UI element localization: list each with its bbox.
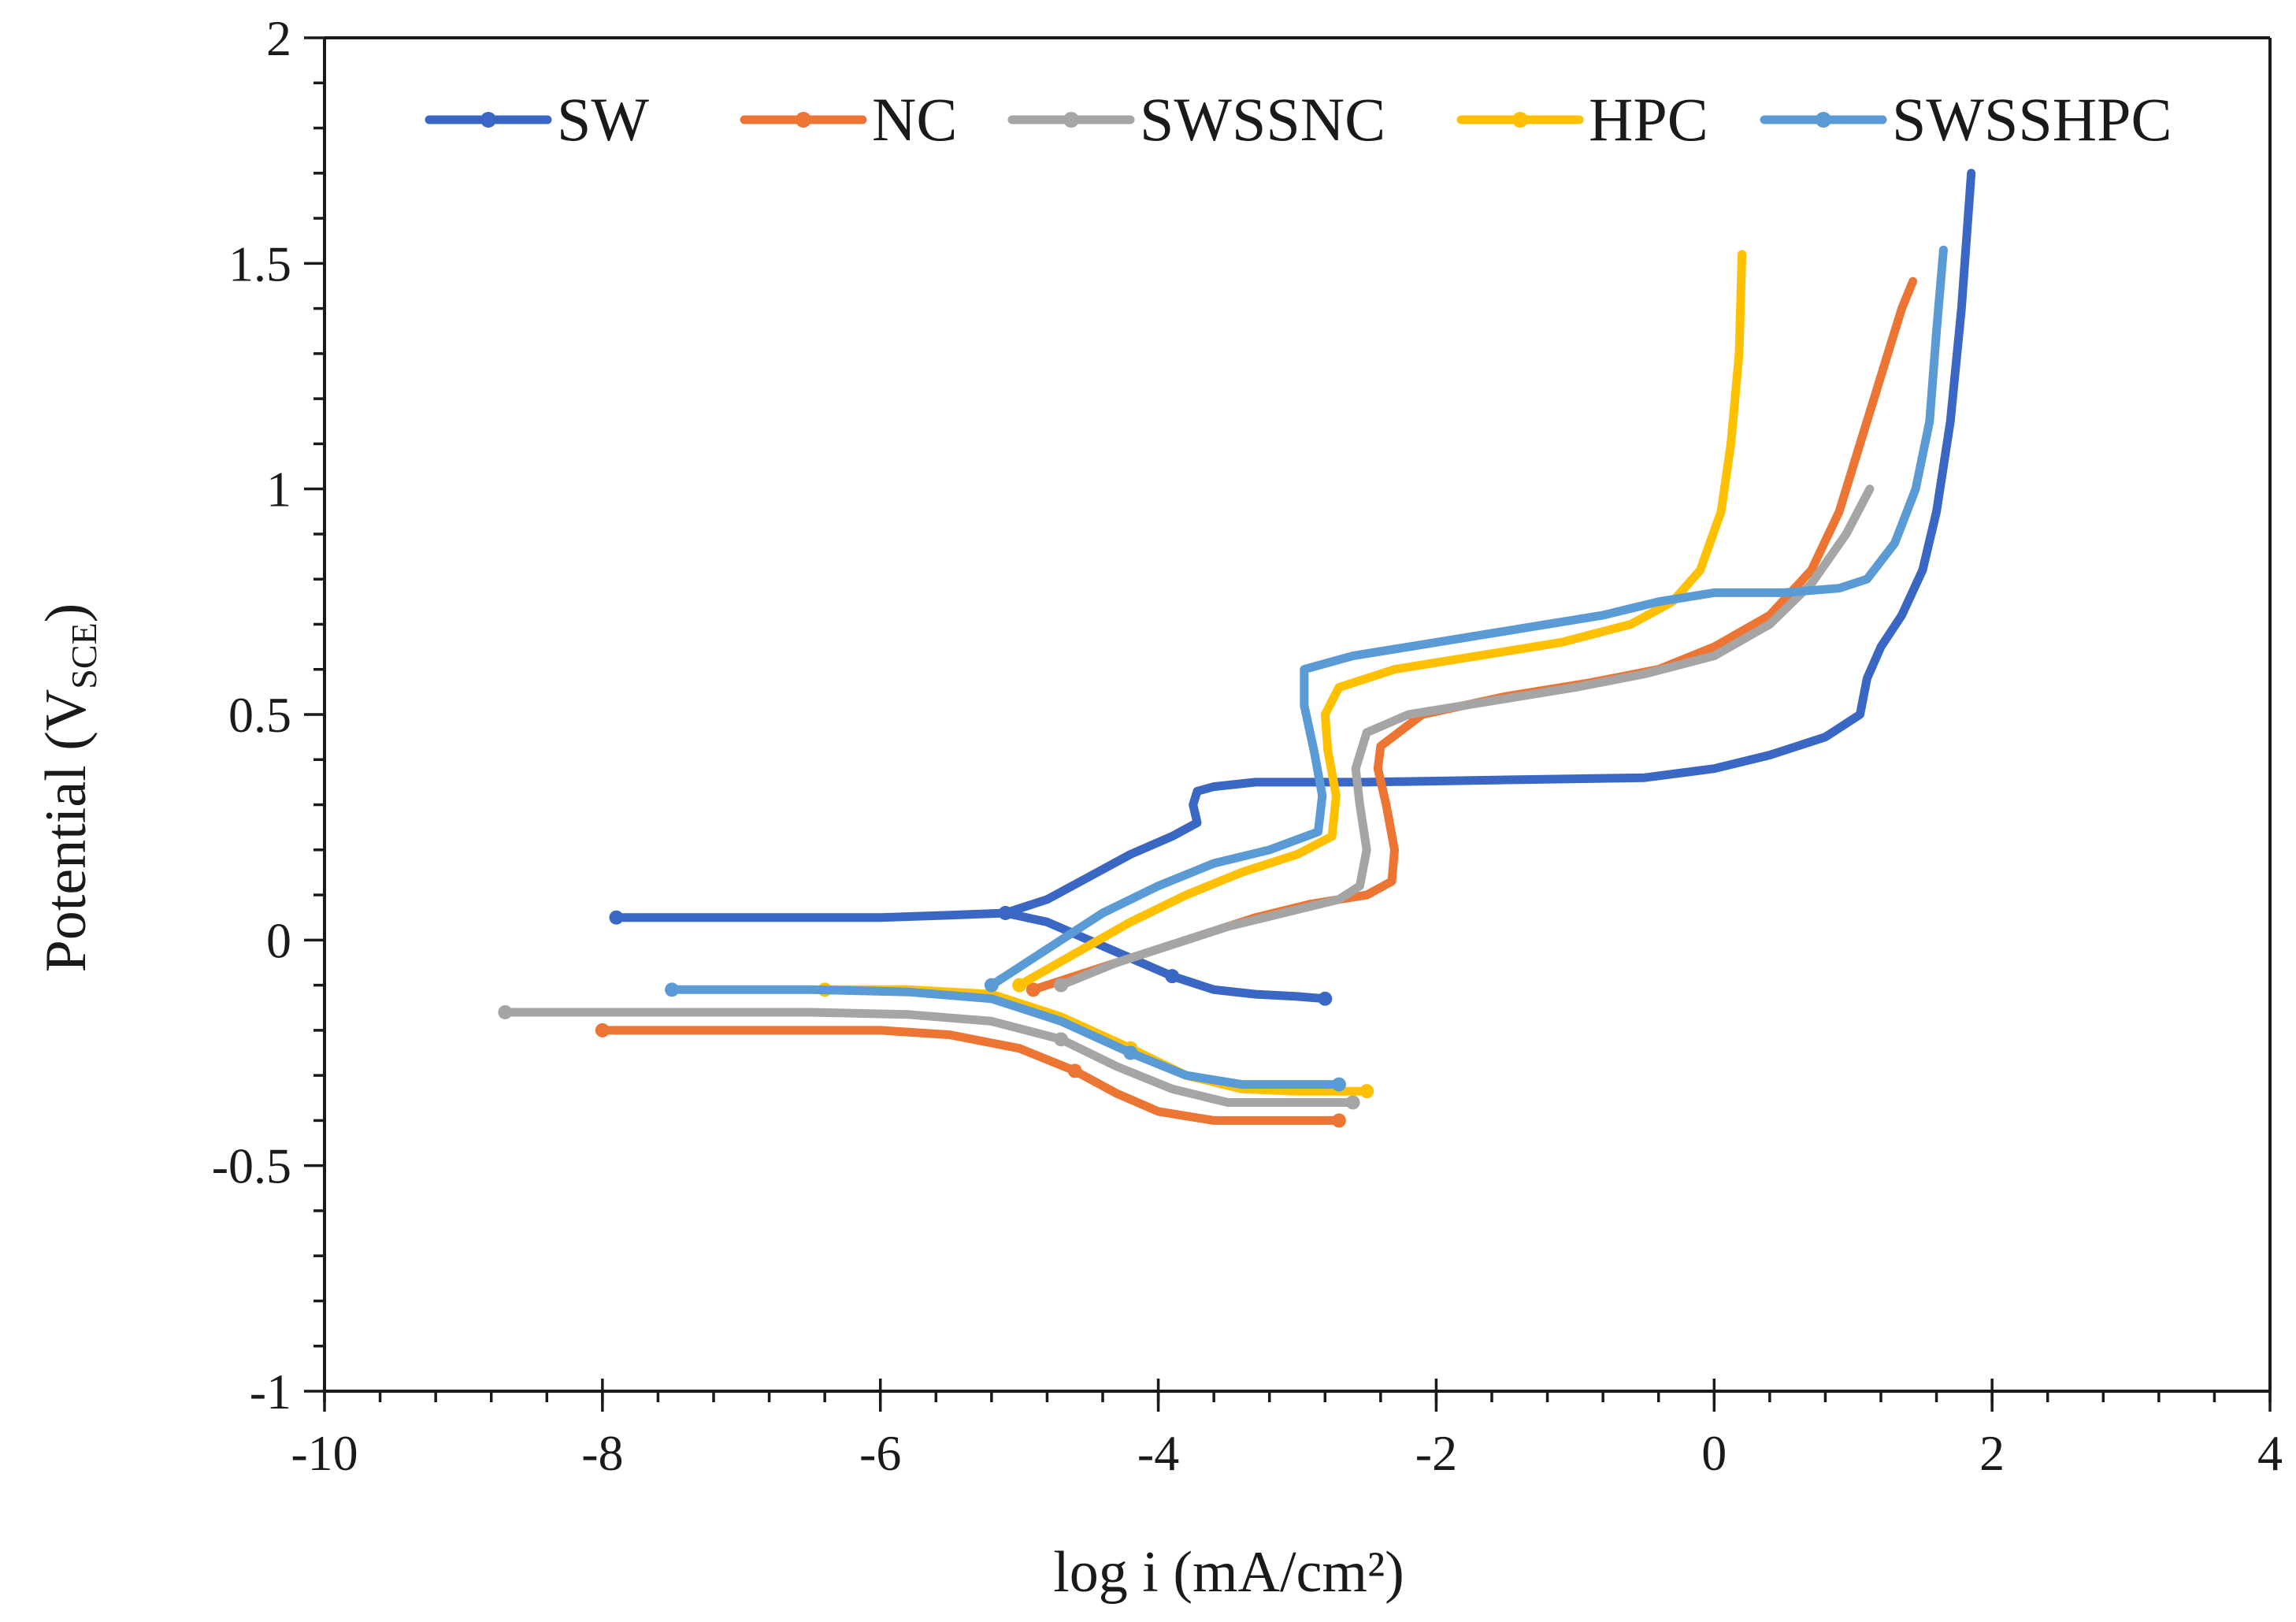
legend-label-hpc: HPC — [1589, 85, 1708, 154]
series-sw — [609, 169, 1976, 1006]
series-swsshpc-cathodic-line — [667, 985, 1344, 1089]
x-tick-label: 4 — [2257, 1425, 2283, 1481]
legend-marker-nc — [796, 112, 811, 128]
y-axis-title-subscript: SCE — [64, 622, 104, 689]
series-sw-marker — [1318, 991, 1333, 1006]
series-swsshpc-marker — [984, 978, 999, 993]
series-hpc-marker — [1359, 1084, 1374, 1099]
y-tick-label: 1.5 — [228, 236, 291, 291]
legend-marker-hpc — [1512, 112, 1528, 128]
series-sw-anodic-line — [612, 169, 1976, 922]
y-axis-title-close: ) — [34, 603, 98, 623]
series-layer — [498, 169, 1976, 1128]
x-tick-label: 0 — [1701, 1425, 1727, 1481]
legend-marker-swssnc — [1063, 112, 1079, 128]
legend-item-nc: NC — [740, 85, 957, 154]
y-tick-label: -1 — [250, 1364, 291, 1420]
y-axis-title-main: Potential (V — [34, 689, 98, 973]
series-nc-marker — [1067, 1063, 1082, 1078]
y-tick-labels: -1 -0.5 0 0.5 1 1.5 2 — [212, 10, 291, 1420]
series-nc-cathodic-line — [598, 1026, 1344, 1125]
x-tick-label: -8 — [581, 1425, 623, 1481]
series-swssnc-marker — [1054, 978, 1069, 993]
legend-item-hpc: HPC — [1456, 85, 1708, 154]
series-swssnc-marker — [498, 1004, 513, 1019]
y-tick-label: 0.5 — [228, 687, 291, 743]
y-tick-label: 0 — [266, 912, 291, 968]
series-swssnc-marker — [1345, 1095, 1360, 1110]
legend: SW NC SWSSNC HPC SWSSHPC — [425, 85, 2172, 154]
axis-ticks — [304, 36, 2272, 1412]
series-hpc-anodic-line — [1014, 250, 1747, 990]
series-swssnc-marker — [1054, 1032, 1069, 1047]
x-tick-label: 2 — [1979, 1425, 2005, 1481]
series-swsshpc-anodic-line — [987, 245, 1948, 990]
x-tick-labels: -10 -8 -6 -4 -2 0 2 4 — [291, 1425, 2283, 1481]
series-nc — [595, 277, 1918, 1128]
series-nc-marker — [1026, 982, 1040, 997]
legend-item-swssnc: SWSSNC — [1007, 85, 1385, 154]
legend-marker-sw — [480, 112, 496, 128]
x-tick-label: -2 — [1415, 1425, 1457, 1481]
series-nc-marker — [595, 1023, 610, 1037]
series-nc-marker — [1331, 1113, 1346, 1128]
series-swsshpc-marker — [1123, 1045, 1138, 1060]
x-tick-label: -4 — [1137, 1425, 1179, 1481]
y-axis-title: Potential (VSCE) — [34, 603, 104, 973]
y-tick-label: 2 — [266, 10, 291, 66]
series-sw-marker — [1165, 969, 1180, 984]
series-sw-marker — [609, 910, 624, 925]
legend-item-sw: SW — [425, 85, 649, 154]
y-tick-label: -0.5 — [212, 1138, 291, 1194]
x-axis-title: log i (mA/cm²) — [1053, 1540, 1404, 1605]
legend-marker-swsshpc — [1816, 112, 1831, 128]
series-swsshpc-marker — [1331, 1077, 1346, 1092]
series-hpc-marker — [1012, 978, 1027, 993]
legend-item-swsshpc: SWSSHPC — [1760, 85, 2172, 154]
legend-label-swssnc: SWSSNC — [1140, 85, 1385, 154]
x-tick-label: -10 — [291, 1425, 358, 1481]
y-tick-label: 1 — [266, 462, 291, 518]
series-swssnc-anodic-line — [1056, 484, 1875, 990]
series-swsshpc-marker — [665, 982, 680, 997]
series-swsshpc — [665, 245, 1948, 1092]
series-swssnc — [498, 484, 1875, 1110]
x-tick-label: -6 — [859, 1425, 901, 1481]
series-sw-marker — [998, 905, 1013, 920]
legend-label-nc: NC — [872, 85, 957, 154]
legend-label-swsshpc: SWSSHPC — [1892, 85, 2172, 154]
legend-label-sw: SW — [557, 85, 649, 154]
